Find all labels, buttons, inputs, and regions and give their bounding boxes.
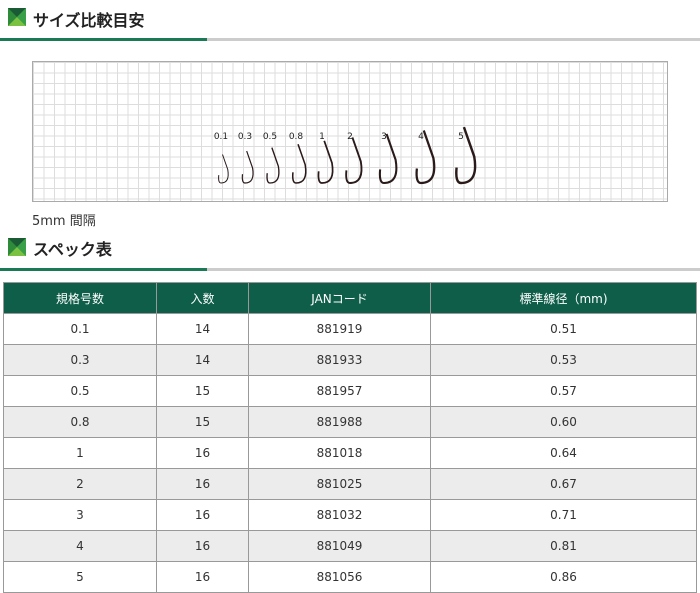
section-title: サイズ比較目安 [33, 11, 145, 30]
hook-icon [455, 126, 477, 185]
section-title: スペック表 [33, 240, 112, 259]
table-cell: 0.1 [3, 313, 157, 345]
table-cell: 16 [156, 468, 249, 500]
hook-size-label: 1 [319, 132, 325, 142]
table-cell: 16 [156, 499, 249, 531]
table-cell: 0.51 [430, 313, 697, 345]
hook-illustrations: 0.1 0.3 0.5 0.8 1 2 3 4 5 [214, 126, 477, 185]
hook-icon [378, 133, 398, 185]
hook-icon [345, 137, 363, 184]
col-diameter: 標準線径（mm) [430, 282, 697, 314]
hook-icon [415, 130, 436, 185]
hook-icon [317, 140, 334, 184]
hook-size-label: 3 [381, 132, 387, 142]
table-cell: 881988 [248, 406, 431, 438]
hook-size-label: 5 [458, 132, 464, 142]
spec-table: 規格号数 入数 JANコード 標準線径（mm) 0.1 14 881919 0.51 0… [3, 282, 697, 593]
section-icon [8, 238, 26, 256]
table-cell: 16 [156, 561, 249, 593]
table-cell: 881025 [248, 468, 431, 500]
table-cell: 3 [3, 499, 157, 531]
hook-icon [218, 154, 229, 184]
table-cell: 0.81 [430, 530, 697, 562]
table-cell: 0.71 [430, 499, 697, 531]
table-row: 0.5 15 881957 0.57 [3, 375, 697, 407]
table-cell: 15 [156, 406, 249, 438]
table-cell: 15 [156, 375, 249, 407]
table-row: 4 16 881049 0.81 [3, 530, 697, 562]
hook-size-label: 4 [418, 132, 424, 142]
table-cell: 4 [3, 530, 157, 562]
grid-note: 5mm 間隔 [32, 214, 96, 229]
hook-icon [241, 150, 254, 184]
table-cell: 0.67 [430, 468, 697, 500]
table-cell: 881018 [248, 437, 431, 469]
hook-size-label: 2 [347, 132, 353, 142]
col-size: 規格号数 [3, 282, 157, 314]
hook-size-label: 0.3 [238, 132, 252, 142]
table-row: 0.3 14 881933 0.53 [3, 344, 697, 376]
table-cell: 1 [3, 437, 157, 469]
table-row: 5 16 881056 0.86 [3, 561, 697, 593]
hook-icon [291, 143, 307, 184]
col-jan: JANコード [248, 282, 431, 314]
hook-size-label: 0.1 [214, 132, 228, 142]
table-row: 0.8 15 881988 0.60 [3, 406, 697, 438]
table-cell: 0.5 [3, 375, 157, 407]
table-cell: 0.60 [430, 406, 697, 438]
table-row: 0.1 14 881919 0.51 [3, 313, 697, 345]
table-cell: 14 [156, 344, 249, 376]
hook-size-label: 0.5 [263, 132, 277, 142]
divider [0, 268, 700, 271]
table-cell: 0.3 [3, 344, 157, 376]
table-cell: 16 [156, 437, 249, 469]
size-grid [32, 61, 668, 202]
table-row: 3 16 881032 0.71 [3, 499, 697, 531]
table-cell: 881032 [248, 499, 431, 531]
hook-size-label: 0.8 [289, 132, 304, 142]
col-count: 入数 [156, 282, 249, 314]
table-row: 2 16 881025 0.67 [3, 468, 697, 500]
table-cell: 0.57 [430, 375, 697, 407]
table-cell: 16 [156, 530, 249, 562]
table-cell: 14 [156, 313, 249, 345]
table-cell: 0.64 [430, 437, 697, 469]
table-cell: 2 [3, 468, 157, 500]
hook-icon [266, 147, 280, 184]
table-cell: 0.86 [430, 561, 697, 593]
section-icon [8, 8, 26, 26]
table-cell: 881933 [248, 344, 431, 376]
table-cell: 881957 [248, 375, 431, 407]
table-row: 1 16 881018 0.64 [3, 437, 697, 469]
divider [0, 38, 700, 41]
table-cell: 881056 [248, 561, 431, 593]
table-cell: 881919 [248, 313, 431, 345]
table-cell: 5 [3, 561, 157, 593]
table-cell: 881049 [248, 530, 431, 562]
table-cell: 0.53 [430, 344, 697, 376]
table-cell: 0.8 [3, 406, 157, 438]
